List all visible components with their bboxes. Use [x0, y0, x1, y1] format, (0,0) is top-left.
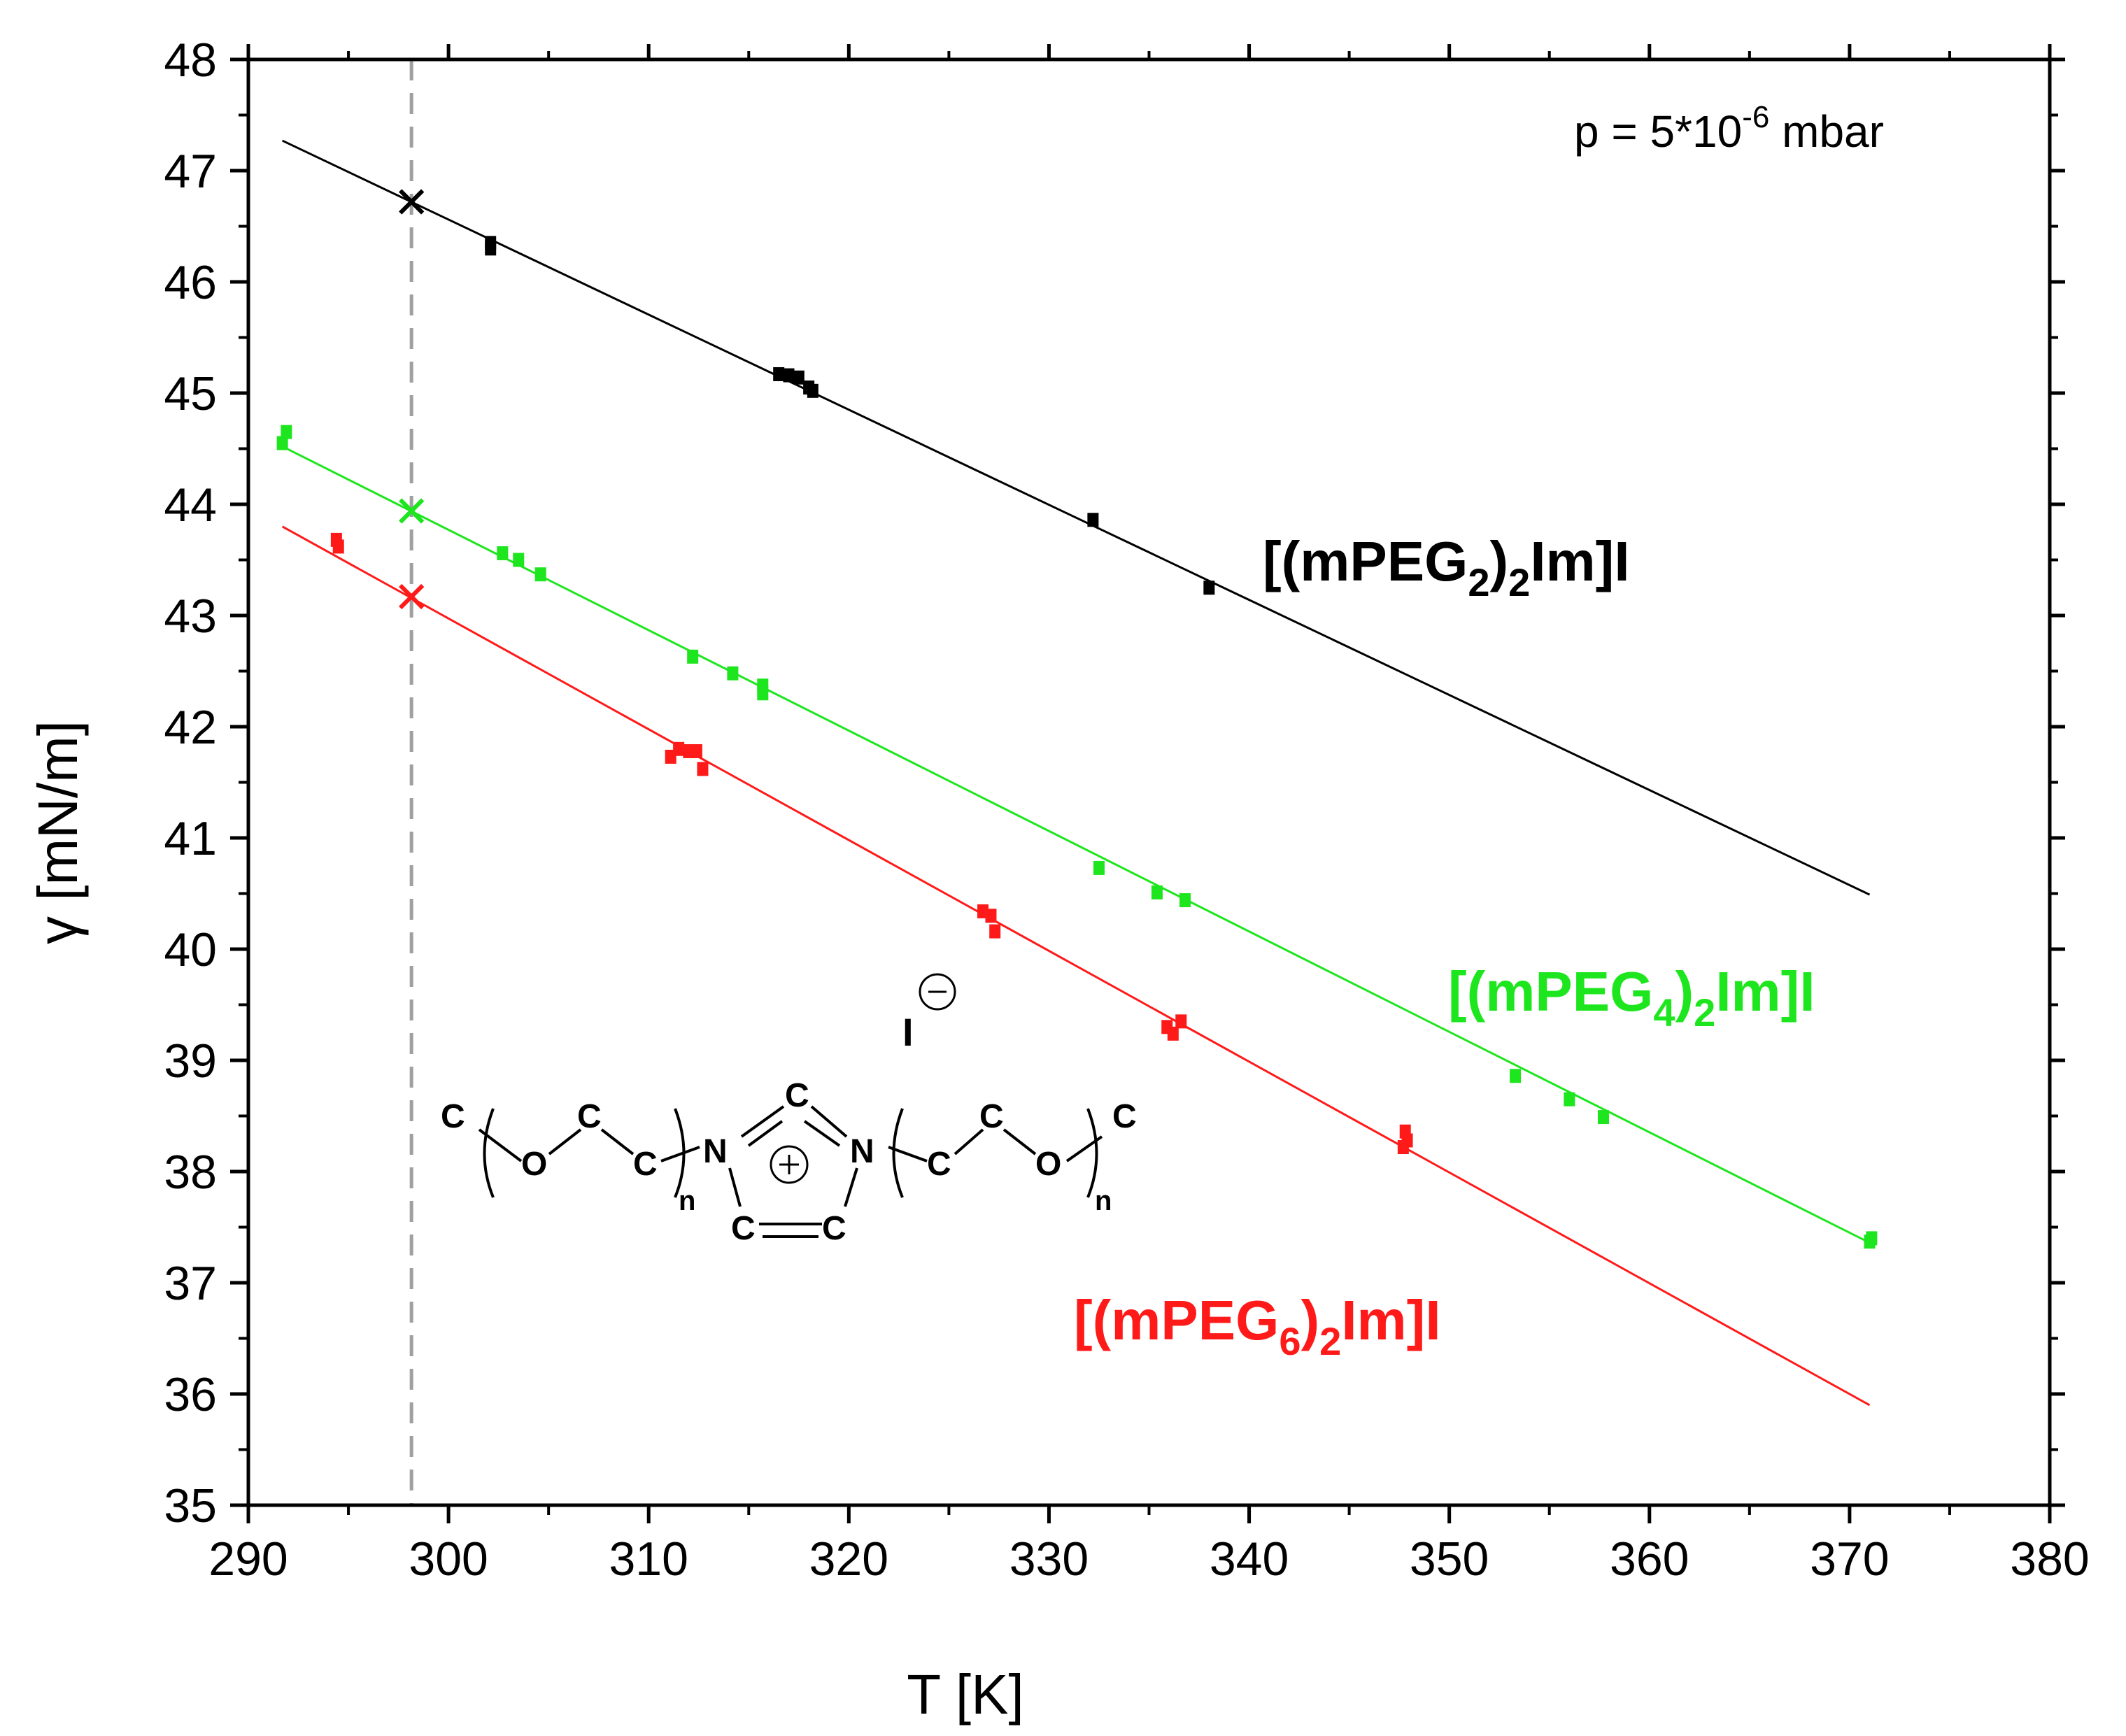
atom-c-left-end: C: [441, 1098, 465, 1135]
y-tick-label: 37: [164, 1257, 217, 1310]
fit-line-series-2: [281, 525, 1871, 1407]
data-point-series-1: [1866, 1231, 1878, 1246]
x-axis-title: T [K]: [907, 1663, 1023, 1726]
plot-frame: [246, 57, 2052, 1507]
data-point-series-1: [727, 666, 739, 681]
data-point-series-1: [534, 567, 546, 582]
data-point-series-1: [1597, 1110, 1609, 1125]
repeat-n-right: n: [1095, 1186, 1112, 1216]
data-point-series-0: [783, 368, 795, 383]
y-tick-label: 46: [164, 256, 217, 309]
data-point-series-1: [687, 649, 699, 664]
data-point-series-2: [985, 909, 997, 923]
structure-bonds: [478, 1105, 1103, 1238]
y-tick-label: 48: [164, 34, 217, 87]
x-tick-label: 350: [1410, 1532, 1489, 1586]
data-point-series-2: [1397, 1140, 1409, 1155]
pressure-annotation: p = 5*10-6 mbar: [1574, 100, 1884, 157]
data-point-series-2: [1175, 1014, 1187, 1029]
repeat-n-left: n: [679, 1186, 695, 1216]
series-label-mpeg6: [(mPEG6)2Im]I: [1074, 1289, 1441, 1363]
data-point-series-1: [513, 553, 525, 567]
data-point-series-1: [1151, 885, 1163, 899]
data-point-series-0: [1203, 581, 1215, 595]
data-point-series-1: [1510, 1069, 1522, 1083]
x-tick-label: 290: [208, 1532, 288, 1586]
atom-c-left-2: C: [633, 1146, 658, 1183]
atom-o-left: O: [521, 1146, 547, 1183]
data-point-series-2: [697, 762, 709, 776]
cation-charge-circle: [770, 1145, 809, 1184]
series-label-mpeg4: [(mPEG4)2Im]I: [1448, 960, 1815, 1034]
axis-tick-labels: 290 300 310 320 330 340 350 360 370 380 35 36 37 38 39…: [164, 34, 2089, 1586]
x-tick-label: 330: [1009, 1532, 1089, 1586]
y-tick-label: 39: [164, 1034, 217, 1088]
fit-lines: [281, 139, 1871, 1407]
atom-o-right: O: [1035, 1146, 1061, 1183]
data-point-series-1: [276, 436, 288, 450]
x-markers-298K: [399, 189, 425, 610]
atom-c-right-2: C: [979, 1098, 1004, 1135]
x-tick-label: 340: [1210, 1532, 1289, 1586]
data-point-series-1: [1564, 1092, 1575, 1107]
x-marker-series-1: [399, 498, 425, 524]
data-point-series-1: [497, 546, 509, 560]
imidazolium-structure-drawing: C O C C n N C N C C C C O C n I: [441, 973, 1137, 1247]
y-tick-label: 42: [164, 701, 217, 754]
anion-charge-circle: [919, 973, 956, 1011]
x-tick-label: 310: [609, 1532, 688, 1586]
atom-c-right-end: C: [1112, 1098, 1137, 1135]
data-point-series-0: [793, 370, 805, 385]
x-tick-label: 300: [409, 1532, 488, 1586]
y-tick-label: 45: [164, 367, 217, 420]
data-point-series-1: [1179, 893, 1191, 908]
anion-iodide: I: [902, 1010, 914, 1054]
data-point-series-0: [807, 383, 818, 398]
data-point-series-1: [757, 686, 769, 701]
data-point-series-2: [1167, 1026, 1179, 1041]
y-tick-label: 36: [164, 1368, 217, 1421]
data-point-series-2: [673, 741, 685, 756]
data-point-series-2: [690, 744, 702, 758]
axis-ticks: [230, 44, 2065, 1523]
data-point-series-0: [1087, 513, 1099, 527]
data-point-series-2: [332, 539, 344, 554]
y-axis-title: γ [mN/m]: [27, 720, 89, 944]
data-point-series-2: [989, 924, 1001, 939]
y-tick-label: 44: [164, 478, 217, 532]
data-point-series-0: [485, 241, 497, 256]
x-marker-series-0: [399, 189, 425, 215]
atom-c-ring-br: C: [822, 1210, 846, 1247]
data-point-series-0: [773, 367, 785, 381]
data-point-series-1: [1093, 860, 1105, 875]
y-tick-label: 35: [164, 1479, 217, 1532]
y-tick-label: 41: [164, 812, 217, 865]
series-label-mpeg2: [(mPEG2)2Im]I: [1263, 530, 1630, 604]
fit-line-series-1: [281, 445, 1871, 1244]
x-tick-label: 370: [1810, 1532, 1889, 1586]
data-point-series-1: [281, 425, 292, 439]
x-tick-label: 360: [1610, 1532, 1689, 1586]
x-marker-series-2: [399, 583, 425, 610]
y-tick-label: 38: [164, 1146, 217, 1199]
data-points: [276, 236, 1878, 1249]
y-tick-label: 40: [164, 923, 217, 976]
atom-c-ring-top: C: [785, 1077, 809, 1114]
atom-c-right-1: C: [927, 1146, 951, 1183]
atom-c-left-1: C: [577, 1098, 602, 1135]
atom-n-right: N: [850, 1133, 874, 1170]
atom-c-ring-bl: C: [731, 1210, 756, 1247]
fit-line-series-0: [281, 139, 1871, 896]
x-tick-label: 320: [809, 1532, 888, 1586]
y-tick-label: 47: [164, 145, 217, 198]
atom-n-left: N: [703, 1133, 728, 1170]
y-tick-label: 43: [164, 590, 217, 643]
x-tick-label: 380: [2010, 1532, 2089, 1586]
